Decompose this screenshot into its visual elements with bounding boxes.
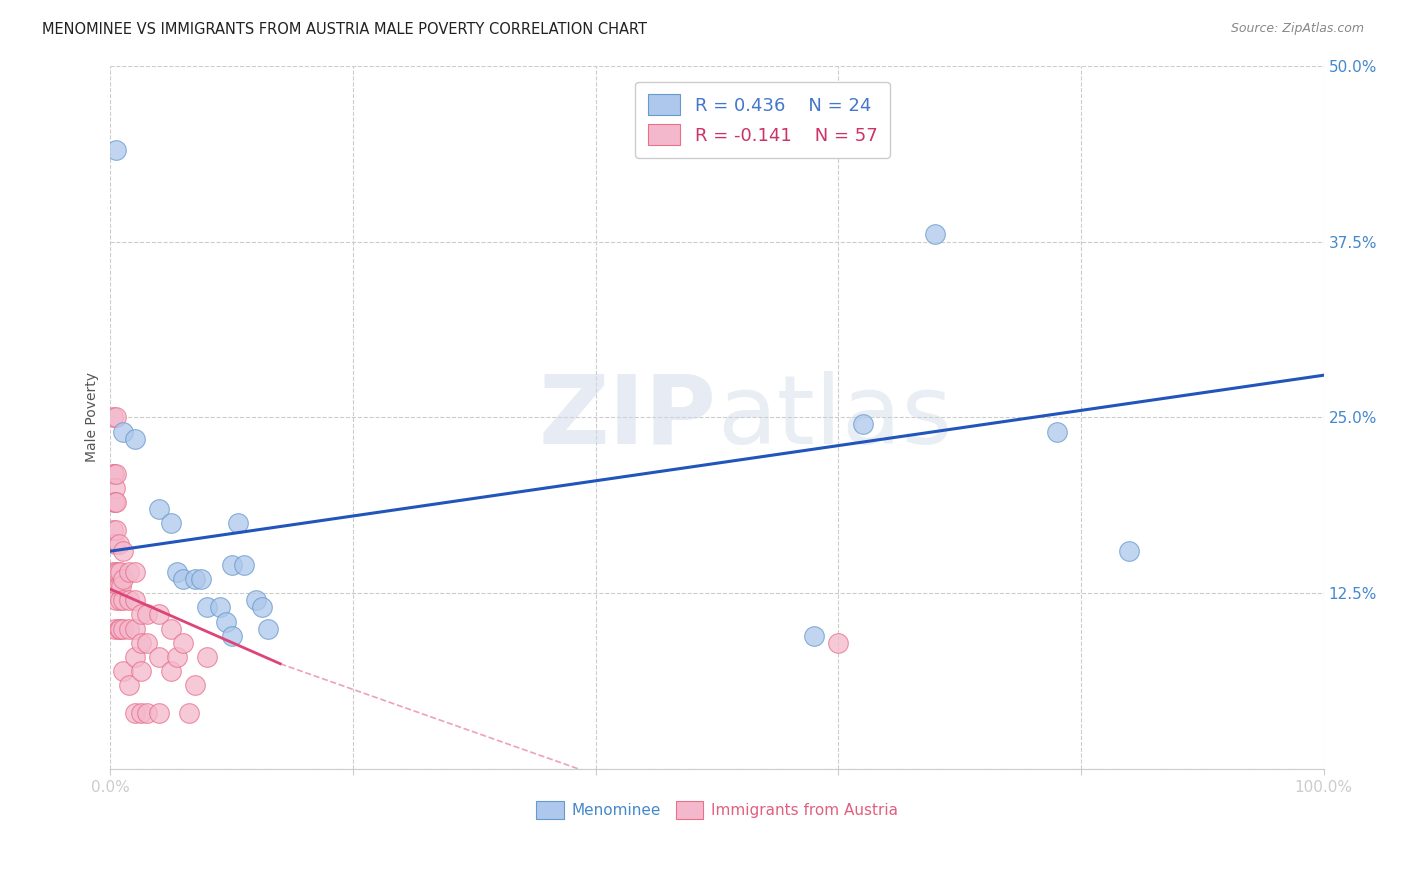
Point xyxy=(184,572,207,586)
Point xyxy=(208,600,231,615)
Point xyxy=(179,706,201,720)
Point xyxy=(221,558,243,573)
Point xyxy=(214,615,236,629)
Point xyxy=(108,593,131,607)
Point xyxy=(103,579,125,593)
Point xyxy=(135,635,157,649)
Point xyxy=(108,622,131,636)
Text: ZIP: ZIP xyxy=(538,371,717,464)
Point xyxy=(105,467,128,481)
Point xyxy=(104,495,127,509)
Point xyxy=(245,593,267,607)
Point xyxy=(105,593,128,607)
Point xyxy=(129,664,152,678)
Point xyxy=(129,706,152,720)
Point xyxy=(101,410,124,425)
Point xyxy=(129,607,152,622)
Point xyxy=(107,566,129,580)
Point xyxy=(111,664,134,678)
Point xyxy=(105,410,128,425)
Point xyxy=(851,417,873,432)
Point xyxy=(111,593,134,607)
Point xyxy=(160,516,183,530)
Point xyxy=(124,706,146,720)
Point xyxy=(101,467,124,481)
Point xyxy=(148,502,170,516)
Point xyxy=(103,467,125,481)
Point xyxy=(117,678,139,692)
Y-axis label: Male Poverty: Male Poverty xyxy=(86,373,100,462)
Point xyxy=(108,622,131,636)
Point xyxy=(101,523,124,537)
Point xyxy=(172,635,194,649)
Point xyxy=(160,664,183,678)
Point xyxy=(166,649,188,664)
Text: atlas: atlas xyxy=(717,371,952,464)
Point xyxy=(148,706,170,720)
Point xyxy=(160,622,183,636)
Point xyxy=(105,143,128,157)
Point xyxy=(166,566,188,580)
Point xyxy=(124,593,146,607)
Point xyxy=(124,622,146,636)
Point xyxy=(104,537,127,551)
Point xyxy=(148,607,170,622)
Text: MENOMINEE VS IMMIGRANTS FROM AUSTRIA MALE POVERTY CORRELATION CHART: MENOMINEE VS IMMIGRANTS FROM AUSTRIA MAL… xyxy=(42,22,647,37)
Point xyxy=(135,607,157,622)
Point xyxy=(105,566,128,580)
Point xyxy=(129,635,152,649)
Point xyxy=(111,544,134,558)
Point xyxy=(197,649,219,664)
Point xyxy=(110,579,132,593)
Point xyxy=(1118,544,1140,558)
Point xyxy=(124,566,146,580)
Point xyxy=(111,425,134,439)
Point xyxy=(221,629,243,643)
Point xyxy=(135,706,157,720)
Point xyxy=(105,495,128,509)
Point xyxy=(117,593,139,607)
Point xyxy=(101,566,124,580)
Point xyxy=(226,516,249,530)
Point xyxy=(232,558,254,573)
Point xyxy=(190,572,212,586)
Point xyxy=(104,481,127,495)
Point xyxy=(104,622,127,636)
Point xyxy=(117,622,139,636)
Point xyxy=(111,622,134,636)
Point xyxy=(184,678,207,692)
Point xyxy=(124,432,146,446)
Point xyxy=(124,649,146,664)
Point xyxy=(148,649,170,664)
Point xyxy=(172,572,194,586)
Point xyxy=(103,495,125,509)
Point xyxy=(250,600,273,615)
Point xyxy=(117,566,139,580)
Point xyxy=(105,523,128,537)
Point xyxy=(924,227,946,242)
Point xyxy=(1046,425,1069,439)
Point xyxy=(197,600,219,615)
Point xyxy=(111,572,134,586)
Point xyxy=(108,537,131,551)
Legend: Menominee, Immigrants from Austria: Menominee, Immigrants from Austria xyxy=(530,795,904,825)
Point xyxy=(827,635,849,649)
Text: Source: ZipAtlas.com: Source: ZipAtlas.com xyxy=(1230,22,1364,36)
Point xyxy=(108,566,131,580)
Point xyxy=(803,629,825,643)
Point xyxy=(108,579,131,593)
Point xyxy=(257,622,280,636)
